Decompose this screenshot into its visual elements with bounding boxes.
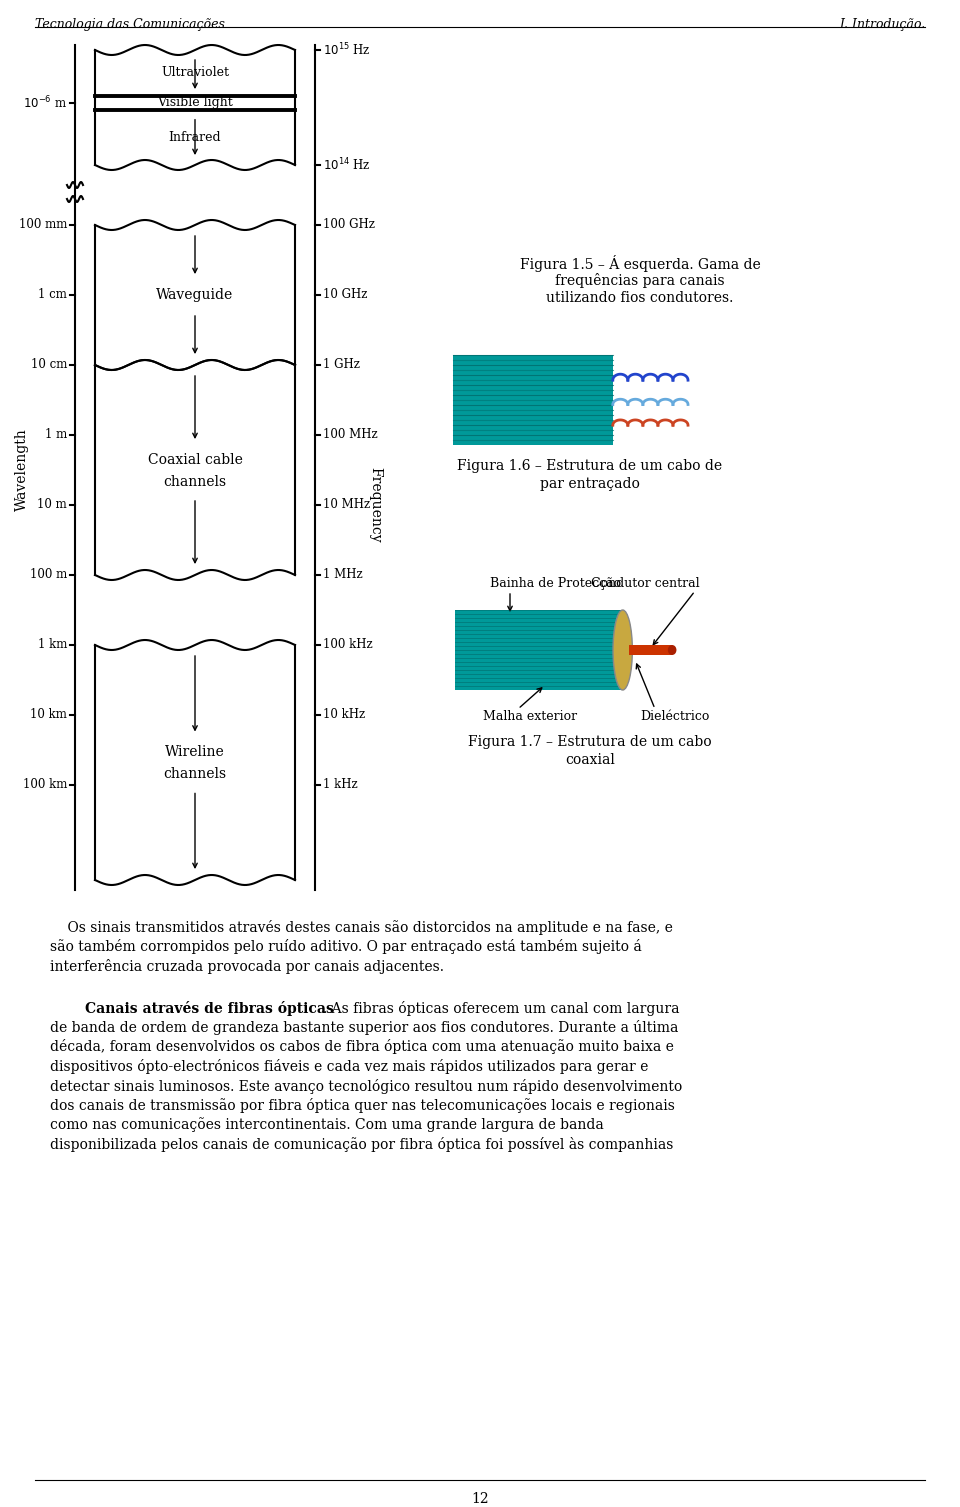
Text: 100 mm: 100 mm: [18, 219, 67, 232]
Text: utilizando fios condutores.: utilizando fios condutores.: [546, 291, 733, 304]
Text: 10 cm: 10 cm: [31, 359, 67, 372]
Text: são também corrompidos pelo ruído aditivo. O par entraçado está também sujeito á: são também corrompidos pelo ruído aditiv…: [50, 939, 641, 954]
Text: 1 kHz: 1 kHz: [323, 779, 358, 791]
FancyBboxPatch shape: [629, 645, 672, 656]
Text: Figura 1.7 – Estrutura de um cabo: Figura 1.7 – Estrutura de um cabo: [468, 735, 711, 749]
Text: 100 MHz: 100 MHz: [323, 428, 377, 442]
Text: detectar sinais luminosos. Este avanço tecnológico resultou num rápido desenvolv: detectar sinais luminosos. Este avanço t…: [50, 1079, 683, 1094]
Text: Bainha de Protecção: Bainha de Protecção: [490, 577, 621, 591]
Text: coaxial: coaxial: [565, 754, 615, 767]
Text: 100 m: 100 m: [30, 568, 67, 582]
Text: 10 GHz: 10 GHz: [323, 288, 368, 301]
Text: Os sinais transmitidos através destes canais são distorcidos na amplitude e na f: Os sinais transmitidos através destes ca…: [50, 919, 673, 934]
Text: década, foram desenvolvidos os cabos de fibra óptica com uma atenuação muito bai: década, foram desenvolvidos os cabos de …: [50, 1040, 674, 1055]
Text: interferência cruzada provocada por canais adjacentes.: interferência cruzada provocada por cana…: [50, 958, 444, 974]
FancyBboxPatch shape: [453, 356, 612, 445]
Text: par entraçado: par entraçado: [540, 478, 640, 491]
Text: 1 cm: 1 cm: [38, 288, 67, 301]
Text: Waveguide: Waveguide: [156, 288, 233, 301]
Text: 1 GHz: 1 GHz: [323, 359, 360, 372]
Text: 10 MHz: 10 MHz: [323, 499, 371, 511]
Text: disponibilizada pelos canais de comunicação por fibra óptica foi possível às com: disponibilizada pelos canais de comunica…: [50, 1136, 673, 1151]
Text: 100 GHz: 100 GHz: [323, 219, 374, 232]
Text: 100 kHz: 100 kHz: [323, 639, 372, 651]
Text: 1 MHz: 1 MHz: [323, 568, 363, 582]
Text: dos canais de transmissão por fibra óptica quer nas telecomunicações locais e re: dos canais de transmissão por fibra ópti…: [50, 1099, 675, 1114]
Text: Dieléctrico: Dieléctrico: [640, 710, 709, 723]
Text: Canais através de fibras ópticas: Canais através de fibras ópticas: [85, 1001, 334, 1016]
Text: Wireline: Wireline: [165, 746, 225, 760]
Text: Condutor central: Condutor central: [591, 577, 700, 591]
Text: Coaxial cable: Coaxial cable: [148, 454, 243, 467]
Text: Wavelength: Wavelength: [15, 428, 29, 511]
Text: Malha exterior: Malha exterior: [483, 710, 577, 723]
Text: dispositivos ópto-electrónicos fiáveis e cada vez mais rápidos utilizados para g: dispositivos ópto-electrónicos fiáveis e…: [50, 1059, 648, 1074]
Text: 12: 12: [471, 1492, 489, 1505]
Text: Frequency: Frequency: [368, 467, 382, 543]
Text: I. Introdução.: I. Introdução.: [839, 18, 925, 32]
Text: Visible light: Visible light: [157, 96, 233, 110]
Text: $10^{-6}$ m: $10^{-6}$ m: [23, 95, 67, 112]
Text: Infrared: Infrared: [169, 131, 222, 143]
Text: Figura 1.5 – Á esquerda. Gama de: Figura 1.5 – Á esquerda. Gama de: [519, 255, 760, 271]
Text: Figura 1.6 – Estrutura de um cabo de: Figura 1.6 – Estrutura de um cabo de: [457, 460, 723, 473]
Text: 1 km: 1 km: [37, 639, 67, 651]
Text: 10 kHz: 10 kHz: [323, 708, 365, 722]
Text: 10 m: 10 m: [37, 499, 67, 511]
Ellipse shape: [613, 610, 633, 690]
Ellipse shape: [668, 645, 677, 656]
Text: $10^{14}$ Hz: $10^{14}$ Hz: [323, 157, 371, 173]
Text: 10 km: 10 km: [30, 708, 67, 722]
Text: como nas comunicações intercontinentais. Com uma grande largura de banda: como nas comunicações intercontinentais.…: [50, 1118, 604, 1132]
Text: channels: channels: [163, 767, 227, 782]
FancyBboxPatch shape: [455, 610, 623, 690]
Text: Tecnologia das Comunicações: Tecnologia das Comunicações: [35, 18, 225, 32]
Text: . As fibras ópticas oferecem um canal com largura: . As fibras ópticas oferecem um canal co…: [323, 1001, 680, 1016]
Text: 1 m: 1 m: [45, 428, 67, 442]
Text: $10^{15}$ Hz: $10^{15}$ Hz: [323, 42, 371, 59]
Text: frequências para canais: frequências para canais: [555, 273, 725, 288]
Text: channels: channels: [163, 475, 227, 488]
Text: Ultraviolet: Ultraviolet: [161, 66, 229, 80]
Text: de banda de ordem de grandeza bastante superior aos fios condutores. Durante a ú: de banda de ordem de grandeza bastante s…: [50, 1020, 679, 1035]
Text: 100 km: 100 km: [23, 779, 67, 791]
